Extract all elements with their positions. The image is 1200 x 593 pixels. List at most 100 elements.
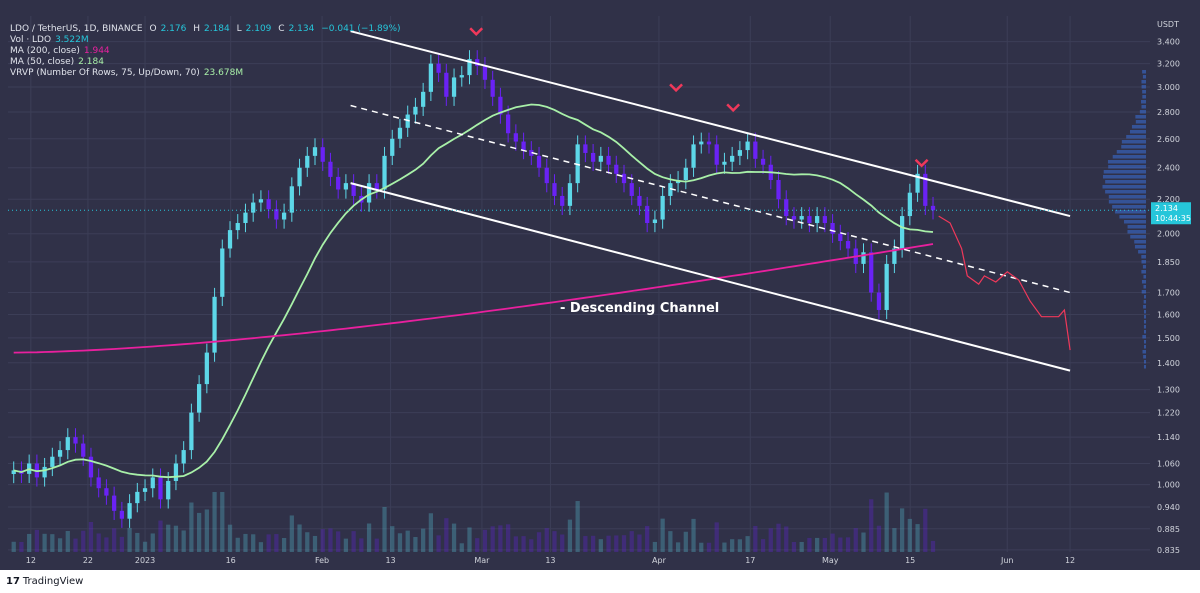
candle[interactable]: [429, 64, 433, 92]
candle[interactable]: [243, 213, 247, 223]
candle[interactable]: [637, 196, 641, 206]
candle[interactable]: [50, 457, 54, 467]
legend-ma50-row[interactable]: MA (50, close) 2.184: [10, 57, 108, 67]
candle[interactable]: [321, 147, 325, 162]
candle[interactable]: [830, 223, 834, 234]
candle[interactable]: [591, 153, 595, 162]
candle[interactable]: [166, 481, 170, 499]
candle[interactable]: [313, 147, 317, 156]
candle[interactable]: [606, 156, 610, 165]
candle[interactable]: [228, 230, 232, 248]
candle[interactable]: [537, 156, 541, 168]
legend-ma200-row[interactable]: MA (200, close) 1.944: [10, 46, 114, 56]
candle[interactable]: [715, 144, 719, 164]
candle[interactable]: [436, 64, 440, 73]
candle[interactable]: [375, 183, 379, 189]
candle[interactable]: [885, 264, 889, 310]
candle[interactable]: [761, 159, 765, 165]
candle[interactable]: [622, 174, 626, 183]
candle[interactable]: [158, 477, 162, 499]
candle[interactable]: [707, 142, 711, 145]
candle[interactable]: [521, 142, 525, 151]
candle[interactable]: [800, 216, 804, 219]
candle[interactable]: [197, 384, 201, 413]
candle[interactable]: [336, 177, 340, 190]
candle[interactable]: [861, 252, 865, 264]
candle[interactable]: [413, 107, 417, 115]
candle[interactable]: [444, 73, 448, 97]
candle[interactable]: [931, 206, 935, 210]
candle[interactable]: [514, 133, 518, 141]
candle[interactable]: [382, 156, 386, 190]
candle[interactable]: [251, 203, 255, 213]
legend-vrvp-row[interactable]: VRVP (Number Of Rows, 75, Up/Down, 70) 23…: [10, 68, 247, 78]
candle[interactable]: [838, 234, 842, 241]
candle[interactable]: [807, 216, 811, 223]
candle[interactable]: [328, 162, 332, 177]
candle[interactable]: [583, 144, 587, 153]
candle[interactable]: [305, 156, 309, 168]
candle[interactable]: [104, 488, 108, 495]
candle[interactable]: [545, 168, 549, 183]
candle[interactable]: [112, 496, 116, 511]
candle[interactable]: [189, 413, 193, 450]
candle[interactable]: [661, 196, 665, 220]
candle[interactable]: [653, 220, 657, 223]
candle[interactable]: [846, 241, 850, 248]
tradingview-logo[interactable]: 17 TradingView: [6, 576, 83, 587]
candle[interactable]: [745, 142, 749, 151]
candle[interactable]: [282, 213, 286, 220]
candle[interactable]: [776, 180, 780, 199]
candle[interactable]: [552, 183, 556, 196]
candle[interactable]: [491, 80, 495, 97]
candle[interactable]: [815, 216, 819, 223]
candle[interactable]: [560, 196, 564, 206]
candle[interactable]: [344, 183, 348, 189]
candle[interactable]: [205, 353, 209, 384]
candle[interactable]: [483, 66, 487, 80]
candle[interactable]: [460, 75, 464, 77]
candle[interactable]: [753, 142, 757, 159]
candle[interactable]: [174, 463, 178, 480]
price-chart[interactable]: 3.400 3.200 3.000 2.800 2.600 2.400 2.200 2.000…: [0, 0, 1200, 570]
candle[interactable]: [390, 139, 394, 156]
candle[interactable]: [182, 450, 186, 463]
candle[interactable]: [212, 297, 216, 353]
candle[interactable]: [143, 488, 147, 492]
candle[interactable]: [267, 199, 271, 209]
candle[interactable]: [297, 168, 301, 187]
candle[interactable]: [73, 437, 77, 443]
candle[interactable]: [730, 156, 734, 162]
candle[interactable]: [151, 477, 155, 488]
candle[interactable]: [220, 248, 224, 296]
candle[interactable]: [42, 467, 46, 477]
candle[interactable]: [290, 186, 294, 212]
candle[interactable]: [452, 77, 456, 96]
candle[interactable]: [367, 183, 371, 202]
candle[interactable]: [699, 142, 703, 145]
candle[interactable]: [506, 115, 510, 134]
candle[interactable]: [58, 450, 62, 457]
candle[interactable]: [684, 168, 688, 180]
candle[interactable]: [784, 199, 788, 216]
candle[interactable]: [738, 150, 742, 156]
candle[interactable]: [274, 209, 278, 219]
candle[interactable]: [398, 128, 402, 139]
candle[interactable]: [568, 183, 572, 206]
candle[interactable]: [236, 223, 240, 230]
candle[interactable]: [908, 193, 912, 216]
legend-symbol[interactable]: LDO / TetherUS, 1D, BINANCE: [10, 24, 143, 34]
candle[interactable]: [645, 206, 649, 223]
candle[interactable]: [900, 216, 904, 248]
candle[interactable]: [630, 183, 634, 196]
candle[interactable]: [81, 444, 85, 457]
candle[interactable]: [691, 144, 695, 167]
candle[interactable]: [127, 503, 131, 519]
candle[interactable]: [877, 293, 881, 310]
candle[interactable]: [792, 216, 796, 219]
candle[interactable]: [722, 162, 726, 165]
candle[interactable]: [259, 199, 263, 202]
candle[interactable]: [120, 511, 124, 519]
legend-volume-row[interactable]: Vol · LDO 3.522M: [10, 35, 93, 45]
